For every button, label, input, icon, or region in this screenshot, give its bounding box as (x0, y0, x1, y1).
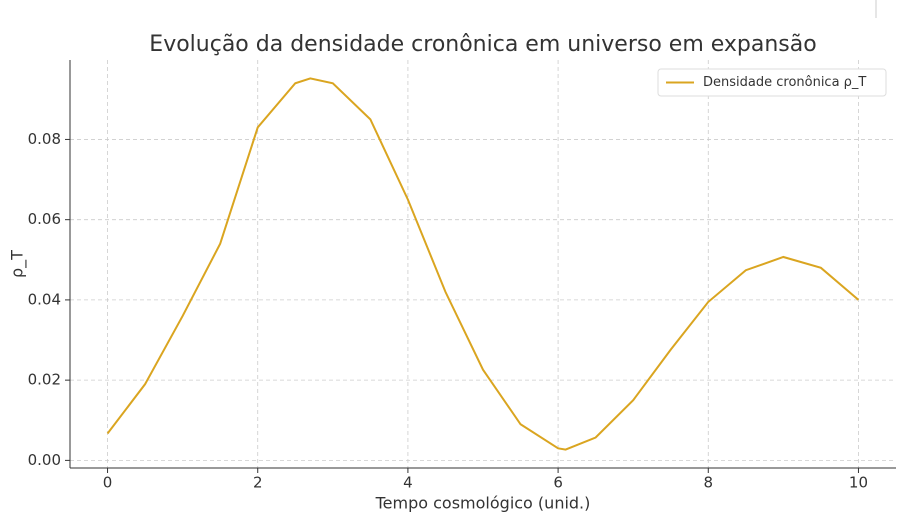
x-tick-label: 8 (703, 474, 713, 492)
y-tick-label: 0.06 (28, 210, 61, 228)
y-tick-label: 0.02 (28, 371, 61, 389)
x-tick-label: 2 (253, 474, 263, 492)
x-tick-label: 10 (849, 474, 868, 492)
x-axis-label: Tempo cosmológico (unid.) (375, 494, 591, 513)
y-tick-label: 0.04 (28, 290, 61, 308)
data-line (106, 77, 860, 451)
x-tick-label: 6 (553, 474, 563, 492)
x-tick-label: 0 (103, 474, 113, 492)
chart-title: Evolução da densidade cronônica em unive… (149, 32, 816, 57)
legend-box (657, 68, 887, 97)
y-axis-label: ρ_T (8, 250, 28, 278)
legend-label: Densidade cronônica ρ_T (703, 75, 866, 90)
y-tick-label: 0.00 (28, 451, 61, 469)
x-tick-label: 4 (403, 474, 413, 492)
y-tick-label: 0.08 (28, 130, 61, 148)
